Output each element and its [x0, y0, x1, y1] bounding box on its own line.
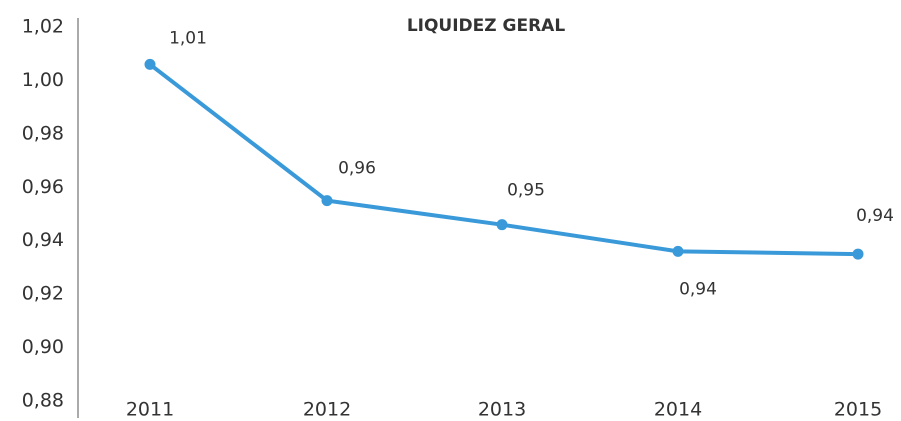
- point: [321, 195, 333, 207]
- y-tick-label: 0,90: [22, 336, 64, 358]
- data-label: 0,94: [856, 206, 894, 226]
- chart-title: LIQUIDEZ GERAL: [407, 16, 566, 36]
- y-tick-label: 0,92: [22, 283, 64, 305]
- x-tick-label: 2014: [654, 399, 702, 421]
- x-tick-label: 2011: [126, 399, 174, 421]
- x-tick-label: 2015: [834, 399, 882, 421]
- x-tick-label: 2012: [303, 399, 351, 421]
- y-tick-label: 0,98: [22, 122, 64, 144]
- point: [496, 219, 508, 231]
- y-tick-label: 0,94: [22, 229, 64, 251]
- y-tick-label: 1,00: [22, 69, 64, 91]
- point: [672, 245, 684, 257]
- x-tick-label: 2013: [478, 399, 526, 421]
- data-label: 0,94: [679, 279, 717, 299]
- y-tick-label: 0,88: [22, 390, 64, 412]
- point: [852, 248, 864, 260]
- y-tick-label: 1,02: [22, 16, 64, 38]
- data-label: 1,01: [169, 28, 207, 48]
- y-tick-label: 0,96: [22, 176, 64, 198]
- data-label: 0,95: [507, 181, 545, 201]
- data-label: 0,96: [338, 159, 376, 179]
- point: [144, 58, 156, 70]
